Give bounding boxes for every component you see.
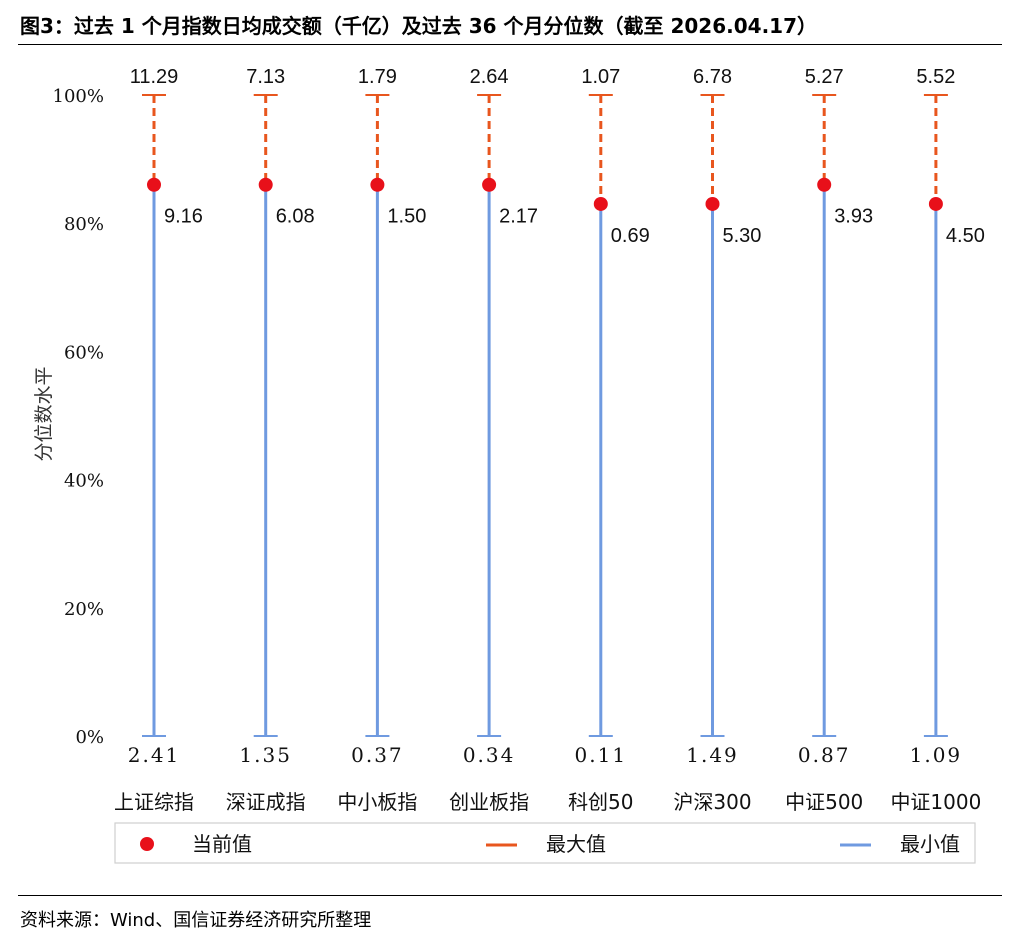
chart-marks: 11.29 9.16 2.41 上证综指 7.13 6.08 1.35 深证成指 1.79 1.5… bbox=[114, 66, 985, 814]
min-value-label: 0.11 bbox=[575, 743, 628, 767]
current-value-label: 4.50 bbox=[946, 225, 985, 247]
max-value-label: 1.07 bbox=[581, 66, 620, 88]
current-value-label: 1.50 bbox=[387, 206, 426, 228]
max-value-label: 11.29 bbox=[130, 66, 179, 88]
y-tick-label: 80% bbox=[64, 214, 104, 235]
max-value-label: 5.27 bbox=[805, 66, 844, 88]
top-rule bbox=[18, 44, 1002, 45]
y-tick-label: 40% bbox=[64, 471, 104, 492]
legend-current-swatch bbox=[140, 837, 154, 851]
legend-box bbox=[114, 822, 976, 864]
current-dot bbox=[147, 177, 161, 192]
y-axis-ticks: 0% 20% 40% 60% 80% 100% bbox=[53, 86, 104, 748]
min-value-label: 1.09 bbox=[910, 743, 963, 767]
current-dot bbox=[817, 177, 832, 192]
figure-title: 图3：过去 1 个月指数日均成交额（千亿）及过去 36 个月分位数（截至 202… bbox=[20, 14, 818, 38]
min-value-label: 2.41 bbox=[128, 743, 181, 767]
max-value-label: 2.64 bbox=[470, 66, 509, 88]
y-axis-label: 分位数水平 bbox=[33, 366, 55, 461]
max-value-label: 6.78 bbox=[693, 66, 732, 88]
current-dot bbox=[370, 177, 385, 192]
legend-max-label: 最大值 bbox=[546, 832, 606, 856]
source-note: 资料来源：Wind、国信证券经济研究所整理 bbox=[20, 910, 372, 931]
legend-min-label: 最小值 bbox=[900, 832, 960, 856]
current-dot bbox=[593, 196, 608, 211]
category-label: 中证500 bbox=[785, 790, 863, 814]
category-label: 创业板指 bbox=[449, 790, 529, 814]
y-tick-label: 60% bbox=[64, 342, 104, 363]
legend: 当前值 最大值 最小值 bbox=[114, 822, 976, 864]
current-value-label: 9.16 bbox=[164, 206, 203, 228]
y-tick-label: 0% bbox=[75, 727, 104, 748]
current-dot bbox=[258, 177, 273, 192]
min-value-label: 1.49 bbox=[686, 743, 739, 767]
category-label: 科创50 bbox=[568, 790, 633, 814]
min-value-label: 1.35 bbox=[239, 743, 292, 767]
category-label: 沪深300 bbox=[673, 790, 751, 814]
max-value-label: 5.52 bbox=[916, 66, 955, 88]
chart: 0% 20% 40% 60% 80% 100% 分位数水平 11.29 9.16 2.41 上证… bbox=[33, 66, 985, 864]
legend-current-label: 当前值 bbox=[192, 832, 252, 856]
min-value-label: 0.34 bbox=[463, 743, 516, 767]
category-label: 中小板指 bbox=[337, 790, 417, 814]
min-value-label: 0.37 bbox=[351, 743, 404, 767]
current-value-label: 2.17 bbox=[499, 206, 538, 228]
min-value-label: 0.87 bbox=[798, 743, 851, 767]
current-value-label: 0.69 bbox=[611, 225, 650, 247]
category-label: 上证综指 bbox=[114, 790, 194, 814]
y-tick-label: 20% bbox=[64, 599, 104, 620]
current-value-label: 6.08 bbox=[276, 206, 315, 228]
max-value-label: 1.79 bbox=[358, 66, 397, 88]
current-value-label: 3.93 bbox=[834, 206, 873, 228]
bottom-rule bbox=[18, 895, 1002, 896]
category-label: 中证1000 bbox=[890, 790, 981, 814]
current-value-label: 5.30 bbox=[723, 225, 762, 247]
category-label: 深证成指 bbox=[226, 790, 306, 814]
current-dot bbox=[482, 177, 497, 192]
max-value-label: 7.13 bbox=[246, 66, 285, 88]
current-dot bbox=[928, 196, 943, 211]
y-tick-label: 100% bbox=[53, 86, 104, 107]
current-dot bbox=[705, 196, 720, 211]
